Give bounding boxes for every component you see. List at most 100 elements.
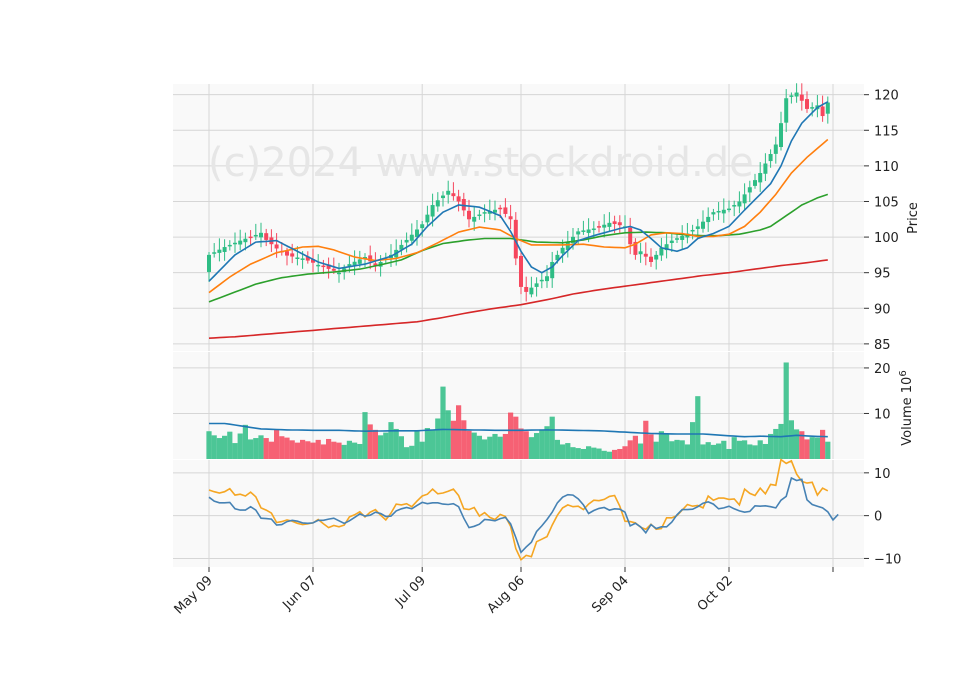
volume-bar xyxy=(508,412,514,459)
volume-bar xyxy=(274,429,280,459)
volume-bar xyxy=(476,435,482,459)
volume-bar xyxy=(258,435,264,459)
candle-body xyxy=(591,228,596,231)
candle-body xyxy=(716,210,721,213)
volume-bar xyxy=(820,429,826,459)
candle-body xyxy=(675,238,679,240)
volume-bar xyxy=(632,435,638,459)
volume-bar xyxy=(570,447,576,459)
volume-bar xyxy=(653,441,659,459)
volume-bar xyxy=(643,420,649,459)
candle-body xyxy=(539,279,544,282)
volume-bar xyxy=(414,431,420,459)
price-ytick-label: 120 xyxy=(874,89,899,104)
volume-bar xyxy=(430,429,436,459)
candle-body xyxy=(352,261,357,266)
volume-bar xyxy=(773,428,779,459)
volume-bar xyxy=(393,428,399,459)
volume-bar xyxy=(263,438,269,459)
candle-body xyxy=(612,221,617,225)
volume-bar xyxy=(612,449,618,459)
volume-bar xyxy=(440,386,446,459)
candle-body xyxy=(555,254,560,261)
volume-bar xyxy=(471,432,477,459)
candle-body xyxy=(295,257,300,259)
volume-bar xyxy=(544,426,550,459)
volume-bar xyxy=(554,439,560,459)
volume-bar xyxy=(809,437,815,459)
volume-bar xyxy=(664,433,670,459)
volume-bar xyxy=(372,429,378,459)
volume-bar xyxy=(253,438,259,459)
candle-body xyxy=(607,222,612,227)
candle-body xyxy=(321,265,326,268)
candle-body xyxy=(300,258,305,260)
candle-body xyxy=(399,244,404,250)
oscillator-ytick-label: 0 xyxy=(874,510,882,525)
volume-bar xyxy=(492,433,498,459)
oscillator-panel: −10 0 10 xyxy=(173,458,901,567)
candle-body xyxy=(586,229,591,233)
volume-bar xyxy=(341,444,347,459)
candle-body xyxy=(711,212,716,215)
volume-bar xyxy=(565,443,571,459)
candle-body xyxy=(461,198,466,211)
candle-body xyxy=(519,255,523,287)
volume-bar xyxy=(445,410,451,459)
candle-body xyxy=(482,212,487,214)
volume-bar xyxy=(248,439,254,459)
volume-bar xyxy=(424,428,430,459)
oscillator-ytick-label: 10 xyxy=(874,467,891,482)
volume-bar xyxy=(606,451,612,459)
ma-fast-line xyxy=(208,101,829,282)
x-axis: May 09 Jun 07 Jul 09 Aug 06 Sep 04 Oct 02 xyxy=(172,567,834,617)
candle-body xyxy=(810,107,815,109)
volume-bar xyxy=(268,441,274,459)
candle-body xyxy=(633,241,638,255)
volume-bar xyxy=(357,443,363,459)
oscillator-line-b xyxy=(208,476,839,554)
candle-body xyxy=(794,92,799,97)
volume-bar xyxy=(232,443,238,459)
volume-bar xyxy=(310,442,316,459)
candle-body xyxy=(508,216,513,220)
volume-bar xyxy=(690,422,696,459)
volume-bar xyxy=(549,416,555,459)
volume-bar xyxy=(294,442,300,459)
volume-bar xyxy=(580,448,586,459)
candle-body xyxy=(680,235,685,240)
volume-bar xyxy=(596,448,602,459)
candle-body xyxy=(274,244,279,249)
x-tick-label: Jun 07 xyxy=(280,573,320,613)
volume-bar xyxy=(289,440,295,459)
candle-body xyxy=(560,247,565,254)
candle-body xyxy=(233,242,237,245)
volume-bar xyxy=(497,436,503,459)
candle-body xyxy=(415,229,419,237)
candle-body xyxy=(430,205,435,217)
candle-body xyxy=(493,209,497,213)
candle-body xyxy=(664,244,669,251)
price-panel: 85 90 95 100 105 110 115 120 Price xyxy=(173,83,921,353)
price-ytick-label: 85 xyxy=(874,338,891,353)
price-ytick-label: 105 xyxy=(874,195,899,210)
candle-body xyxy=(227,244,232,247)
volume-bar xyxy=(638,443,644,459)
candle-body xyxy=(305,256,310,261)
candle-body xyxy=(207,254,211,272)
candle-body xyxy=(451,193,456,197)
candle-body xyxy=(784,98,789,123)
price-axis-title: Price xyxy=(906,202,921,234)
candle-body xyxy=(290,253,295,257)
volume-bar xyxy=(539,429,545,459)
candle-body xyxy=(337,272,341,275)
candle-body xyxy=(805,99,809,109)
candle-body xyxy=(758,173,763,183)
volume-bar xyxy=(456,405,462,459)
volume-bar xyxy=(778,423,784,459)
volume-bar xyxy=(523,431,529,459)
volume-bar xyxy=(227,431,233,459)
volume-bar xyxy=(305,441,311,459)
candle-body xyxy=(773,144,778,154)
candle-body xyxy=(534,283,539,287)
